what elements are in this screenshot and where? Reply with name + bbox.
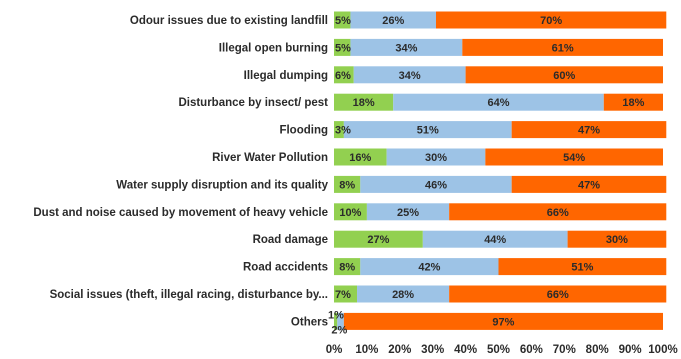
data-label: 44% (484, 234, 506, 246)
category-label: Water supply disruption and its quality (116, 179, 328, 191)
data-label: 5% (335, 42, 351, 54)
data-label: 8% (339, 262, 355, 274)
data-label: 51% (571, 262, 593, 274)
data-label: 1% (328, 309, 344, 321)
x-tick-label: 60% (520, 344, 543, 356)
data-label: 64% (487, 97, 509, 109)
x-tick-label: 0% (326, 344, 343, 356)
x-tick-label: 50% (487, 344, 510, 356)
category-label: Social issues (theft, illegal racing, di… (50, 289, 328, 301)
data-label: 97% (492, 316, 514, 328)
data-label: 16% (349, 152, 371, 164)
data-label: 70% (540, 15, 562, 27)
category-label: Disturbance by insect/ pest (178, 97, 328, 109)
data-label: 25% (397, 207, 419, 219)
data-label: 54% (563, 152, 585, 164)
bars-group (334, 12, 666, 330)
x-tick-label: 20% (388, 344, 411, 356)
data-label: 6% (335, 70, 351, 82)
x-tick-label: 10% (355, 344, 378, 356)
data-label: 47% (578, 179, 600, 191)
data-label: 7% (335, 289, 351, 301)
data-label: 46% (425, 179, 447, 191)
category-label: Road damage (253, 234, 328, 246)
data-label: 66% (547, 207, 569, 219)
data-label: 61% (552, 42, 574, 54)
x-tick-label: 80% (586, 344, 609, 356)
data-label: 8% (339, 179, 355, 191)
category-label: Illegal open burning (219, 42, 328, 54)
data-label: 18% (353, 97, 375, 109)
category-label: Odour issues due to existing landfill (130, 15, 328, 27)
x-axis-tick-labels: 0% 10% 20% 30% 40% 50% 60% 70% 80% 90% 100% (326, 344, 678, 356)
data-label: 27% (367, 234, 389, 246)
data-label: 47% (578, 125, 600, 137)
data-label: 34% (399, 70, 421, 82)
data-label: 60% (553, 70, 575, 82)
data-label: 34% (395, 42, 417, 54)
x-tick-label: 90% (619, 344, 642, 356)
data-label: 10% (339, 207, 361, 219)
data-label: 5% (335, 15, 351, 27)
data-label: 3% (335, 125, 351, 137)
data-label: 18% (622, 97, 644, 109)
data-label: 51% (417, 125, 439, 137)
x-tick-label: 100% (648, 344, 677, 356)
category-labels: Odour issues due to existing landfill Ill… (33, 15, 328, 328)
data-label: 26% (382, 15, 404, 27)
category-label: River Water Pollution (212, 152, 328, 164)
category-label: Others (291, 316, 328, 328)
category-label: Road accidents (243, 262, 328, 274)
x-tick-label: 30% (421, 344, 444, 356)
data-label: 28% (392, 289, 414, 301)
data-label: 30% (606, 234, 628, 246)
data-label: 42% (418, 262, 440, 274)
data-label: 30% (425, 152, 447, 164)
data-label: 66% (547, 289, 569, 301)
x-tick-label: 70% (553, 344, 576, 356)
category-label: Flooding (279, 125, 328, 137)
x-tick-label: 40% (454, 344, 477, 356)
category-label: Illegal dumping (244, 70, 328, 82)
data-label: 2% (331, 324, 347, 336)
category-label: Dust and noise caused by movement of hea… (33, 207, 328, 219)
